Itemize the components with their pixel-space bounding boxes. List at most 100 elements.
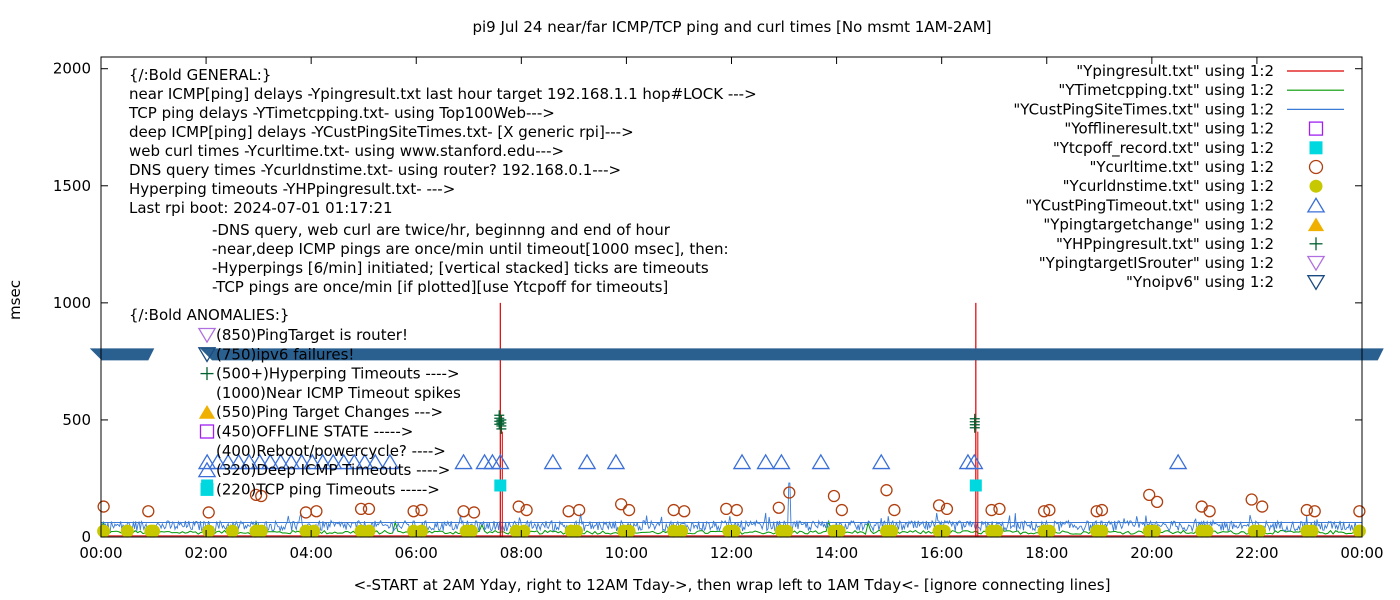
legend-entry-label: "YTimetcpping.txt" using 1:2 (1058, 81, 1274, 99)
deep-icmp-timeout-point (292, 453, 311, 470)
deep-icmp-timeout-point (302, 453, 322, 470)
curl-time-point (512, 500, 525, 513)
legend-entry-label: "Ycurldnstime.txt" using 1:2 (1063, 177, 1274, 195)
dns-time-point (225, 524, 239, 538)
anomaly-label: (450)OFFLINE STATE -----> (216, 423, 413, 441)
deep-icmp-timeout-point (323, 453, 343, 470)
anomaly-marker (200, 482, 214, 496)
annotation-note-line: -TCP pings are once/min [if plotted][use… (212, 278, 668, 296)
hyperping-timeout-point (496, 423, 507, 434)
dns-time-point (1305, 524, 1319, 538)
curl-time-point (1353, 505, 1366, 518)
anomaly-marker (200, 367, 214, 381)
legend-marker-swatch (1309, 237, 1323, 251)
legend-entry-label: "Yofflineresult.txt" using 1:2 (1064, 120, 1274, 138)
curl-time-point (940, 502, 954, 516)
legend: "Ypingresult.txt" using 1:2"YTimetcpping… (1013, 62, 1344, 291)
dns-time-point (254, 524, 268, 538)
deep-icmp-timeout-point (491, 453, 510, 470)
legend-marker-swatch (1308, 159, 1324, 175)
anomalies-heading: {/:Bold ANOMALIES:} (129, 306, 289, 324)
tcp-timeout-point (494, 479, 507, 492)
curl-time-point (1095, 503, 1109, 517)
curl-time-point (249, 488, 263, 502)
curl-time-point (1256, 500, 1269, 513)
x-tick-label: 00:00 (79, 544, 122, 562)
curl-time-point (827, 489, 841, 503)
y-tick-label: 1500 (53, 177, 91, 195)
annotation-layer: {/:Bold GENERAL:}near ICMP[ping] delays … (128, 66, 757, 498)
dns-time-point (832, 524, 846, 538)
dns-time-point (97, 524, 111, 538)
dns-time-point (1147, 524, 1161, 538)
y-axis-label: msec (6, 280, 24, 320)
curl-time-point (772, 501, 785, 514)
legend-marker-swatch (1306, 255, 1326, 272)
dns-time-point (675, 524, 689, 538)
dns-time-point (1042, 524, 1056, 538)
curl-time-point (730, 503, 743, 517)
deep-icmp-timeout-point (543, 453, 563, 470)
curl-time-point (255, 489, 268, 503)
deep-icmp-timeout-point (365, 453, 385, 470)
legend-marker-swatch (1308, 121, 1324, 136)
dns-time-point (362, 524, 376, 538)
dns-time-point (120, 524, 134, 538)
curl-time-point (1300, 503, 1313, 517)
dns-time-point (780, 524, 794, 538)
curl-time-point (572, 503, 586, 517)
dns-time-point (1253, 524, 1267, 538)
curl-time-point (415, 503, 428, 517)
deep-icmp-timeout-point (454, 453, 473, 470)
anomaly-label: (400)Reboot/powercycle? ----> (216, 442, 446, 460)
legend-marker-swatch (1306, 275, 1326, 291)
deep-icmp-timeout-point (271, 453, 290, 470)
deep-icmp-timeout-point (756, 453, 775, 470)
curl-time-point (993, 502, 1006, 516)
annotation-note-line: -Hyperpings [6/min] initiated; [vertical… (212, 259, 709, 277)
deep-icmp-timeout-point (355, 453, 375, 470)
deep-icmp-timeout-point (606, 453, 626, 470)
dns-time-point (415, 524, 429, 538)
curl-time-point (520, 503, 533, 517)
legend-entry-label: "YpingtargetISrouter" using 1:2 (1039, 254, 1274, 272)
curl-time-point (1043, 503, 1056, 517)
curl-time-point (1245, 493, 1258, 506)
dns-time-point (464, 524, 478, 538)
curl-time-point (354, 502, 368, 516)
curl-time-point (362, 502, 376, 516)
deep-icmp-timeout-point (732, 453, 752, 470)
anomaly-marker (199, 424, 215, 439)
y-tick-label: 500 (62, 411, 91, 429)
curl-time-point (1090, 505, 1103, 518)
dns-time-point (1352, 524, 1366, 538)
dns-time-point (1200, 524, 1214, 538)
curl-time-point (407, 505, 420, 518)
chart-title: pi9 Jul 24 near/far ICMP/TCP ping and cu… (472, 18, 991, 36)
legend-entry-label: "Ynoipv6" using 1:2 (1126, 273, 1274, 291)
deep-icmp-timeout-point (577, 453, 597, 470)
deep-icmp-timeout-point (313, 453, 332, 470)
ipv6-failure-band (200, 348, 1384, 361)
annotation-general-line: Last rpi boot: 2024-07-01 01:17:21 (129, 199, 393, 217)
anomaly-label: (220)TCP ping Timeouts -----> (216, 480, 440, 498)
annotation-general-line: DNS query times -Ycurldnstime.txt- using… (129, 161, 621, 179)
legend-entry-label: "YHPpingresult.txt" using 1:2 (1056, 235, 1274, 253)
dns-time-point (570, 524, 584, 538)
curl-time-point (1308, 505, 1321, 518)
annotation-general-line: {/:Bold GENERAL:} (129, 66, 271, 84)
anomaly-marker (197, 347, 217, 363)
x-tick-label: 16:00 (920, 544, 963, 562)
deep-icmp-timeout-point (250, 453, 269, 470)
curl-time-point (783, 486, 796, 499)
legend-marker-swatch (1309, 179, 1323, 193)
deep-icmp-timeout-point (1168, 453, 1188, 470)
curl-time-point (932, 499, 946, 512)
anomaly-label: (500+)Hyperping Timeouts ----> (216, 365, 460, 383)
curl-time-point (888, 503, 901, 517)
dns-time-point (307, 524, 321, 538)
x-tick-label: 12:00 (710, 544, 753, 562)
anomaly-marker (197, 327, 217, 344)
